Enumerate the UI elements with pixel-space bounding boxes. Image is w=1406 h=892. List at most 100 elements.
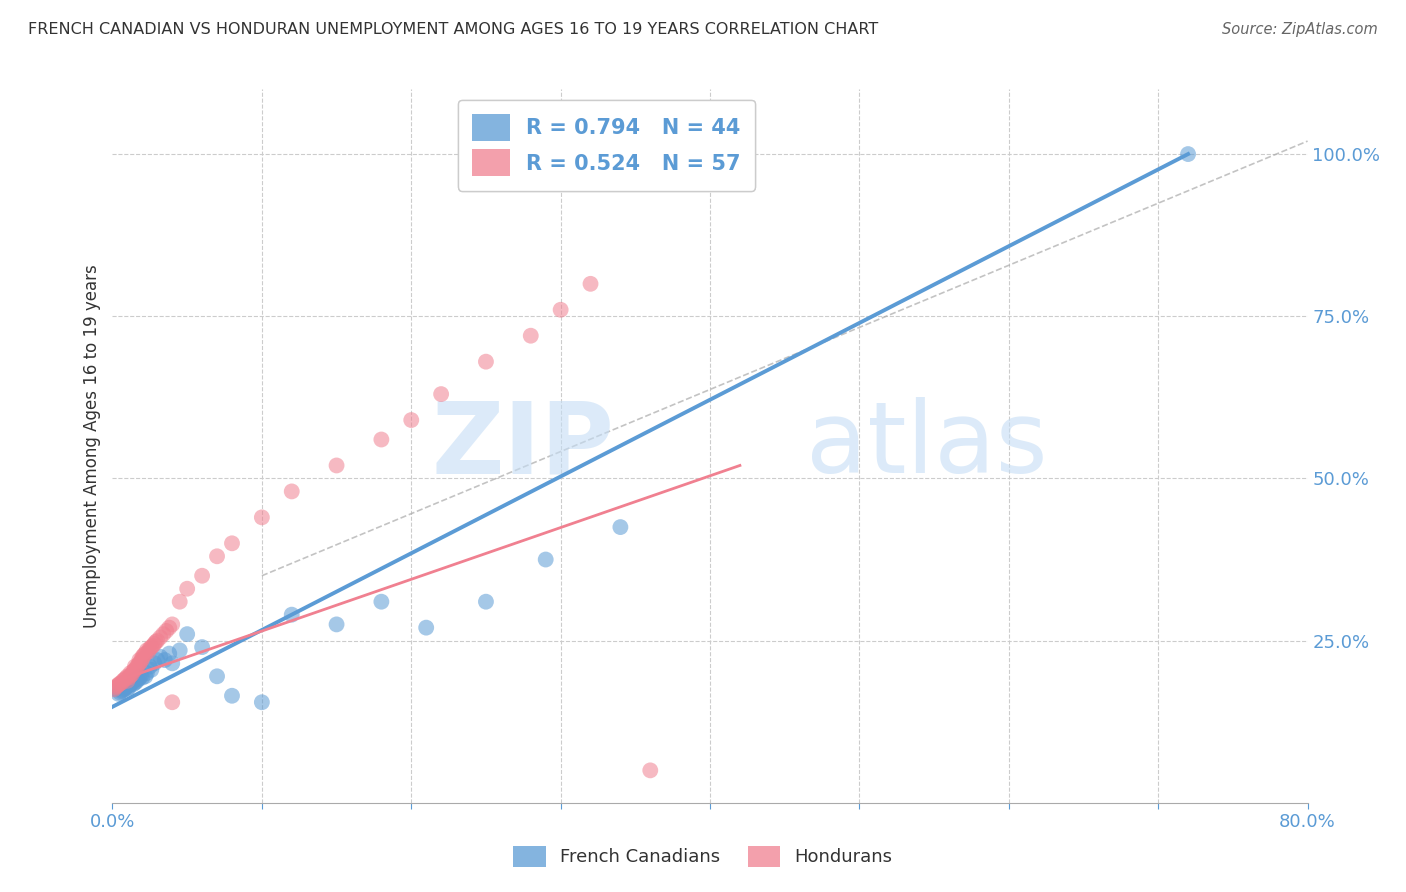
Point <box>124 673 146 687</box>
Point <box>162 657 183 671</box>
Point <box>129 654 152 668</box>
Point <box>117 681 139 696</box>
Point <box>108 676 131 690</box>
Point <box>176 582 198 596</box>
Point <box>110 675 132 690</box>
Point <box>120 678 142 692</box>
Point <box>169 643 191 657</box>
Text: FRENCH CANADIAN VS HONDURAN UNEMPLOYMENT AMONG AGES 16 TO 19 YEARS CORRELATION C: FRENCH CANADIAN VS HONDURAN UNEMPLOYMENT… <box>28 22 879 37</box>
Point <box>121 667 143 681</box>
Point <box>107 687 129 701</box>
Point <box>114 673 135 687</box>
Point <box>221 689 243 703</box>
Point <box>122 664 145 678</box>
Point <box>370 433 392 447</box>
Point <box>138 645 160 659</box>
Point <box>141 663 163 677</box>
Point <box>104 682 127 697</box>
Point <box>139 641 162 656</box>
Point <box>128 657 150 671</box>
Point <box>281 484 304 499</box>
Point <box>415 621 437 635</box>
Point <box>153 653 176 667</box>
Point <box>149 649 172 664</box>
Point <box>105 679 128 693</box>
Point <box>191 640 214 654</box>
Point <box>143 637 166 651</box>
Point <box>534 552 557 566</box>
Point <box>121 675 143 690</box>
Point <box>129 669 152 683</box>
Point <box>281 607 304 622</box>
Point <box>152 627 174 641</box>
Point <box>122 677 145 691</box>
Y-axis label: Unemployment Among Ages 16 to 19 years: Unemployment Among Ages 16 to 19 years <box>83 264 101 628</box>
Point <box>103 682 125 697</box>
Point <box>135 666 157 681</box>
Point <box>120 666 142 681</box>
Point <box>135 643 157 657</box>
Point <box>205 669 228 683</box>
Legend: French Canadians, Hondurans: French Canadians, Hondurans <box>506 838 900 874</box>
Point <box>115 681 138 695</box>
Point <box>124 663 146 677</box>
Point <box>111 673 134 688</box>
Point <box>157 647 180 661</box>
Text: ZIP: ZIP <box>432 398 614 494</box>
Point <box>205 549 228 564</box>
Point <box>117 669 139 683</box>
Point <box>250 510 273 524</box>
Point <box>127 673 149 687</box>
Point <box>191 568 214 582</box>
Point <box>143 657 166 671</box>
Point <box>155 624 177 638</box>
Point <box>124 675 146 690</box>
Point <box>638 764 662 778</box>
Point <box>110 684 132 698</box>
Point <box>118 681 141 695</box>
Point <box>169 595 191 609</box>
Point <box>132 648 155 662</box>
Point <box>157 621 180 635</box>
Point <box>325 617 347 632</box>
Point <box>146 653 169 667</box>
Point <box>131 649 153 664</box>
Point <box>520 328 543 343</box>
Point <box>125 661 148 675</box>
Point <box>128 653 150 667</box>
Point <box>131 652 153 666</box>
Point <box>579 277 602 291</box>
Point <box>127 658 149 673</box>
Point <box>475 354 498 368</box>
Point <box>370 595 392 609</box>
Point <box>139 659 162 673</box>
Point <box>107 678 129 692</box>
Point <box>146 633 169 648</box>
Point <box>125 674 148 689</box>
Point <box>550 302 572 317</box>
Point <box>250 695 273 709</box>
Text: Source: ZipAtlas.com: Source: ZipAtlas.com <box>1222 22 1378 37</box>
Point <box>1177 147 1199 161</box>
Point <box>162 695 183 709</box>
Point <box>114 682 135 697</box>
Point <box>475 595 498 609</box>
Point <box>117 679 139 693</box>
Point <box>609 520 631 534</box>
Point <box>134 669 156 683</box>
Point <box>104 681 127 695</box>
Point <box>176 627 198 641</box>
Point <box>401 413 423 427</box>
Point <box>131 671 153 685</box>
Point <box>145 635 167 649</box>
Point <box>221 536 243 550</box>
Point <box>142 639 165 653</box>
Point <box>120 668 142 682</box>
Point <box>128 671 150 685</box>
Point <box>118 671 141 685</box>
Point <box>149 631 172 645</box>
Point <box>108 685 131 699</box>
Point <box>141 640 163 654</box>
Point <box>115 671 138 685</box>
Point <box>124 659 146 673</box>
